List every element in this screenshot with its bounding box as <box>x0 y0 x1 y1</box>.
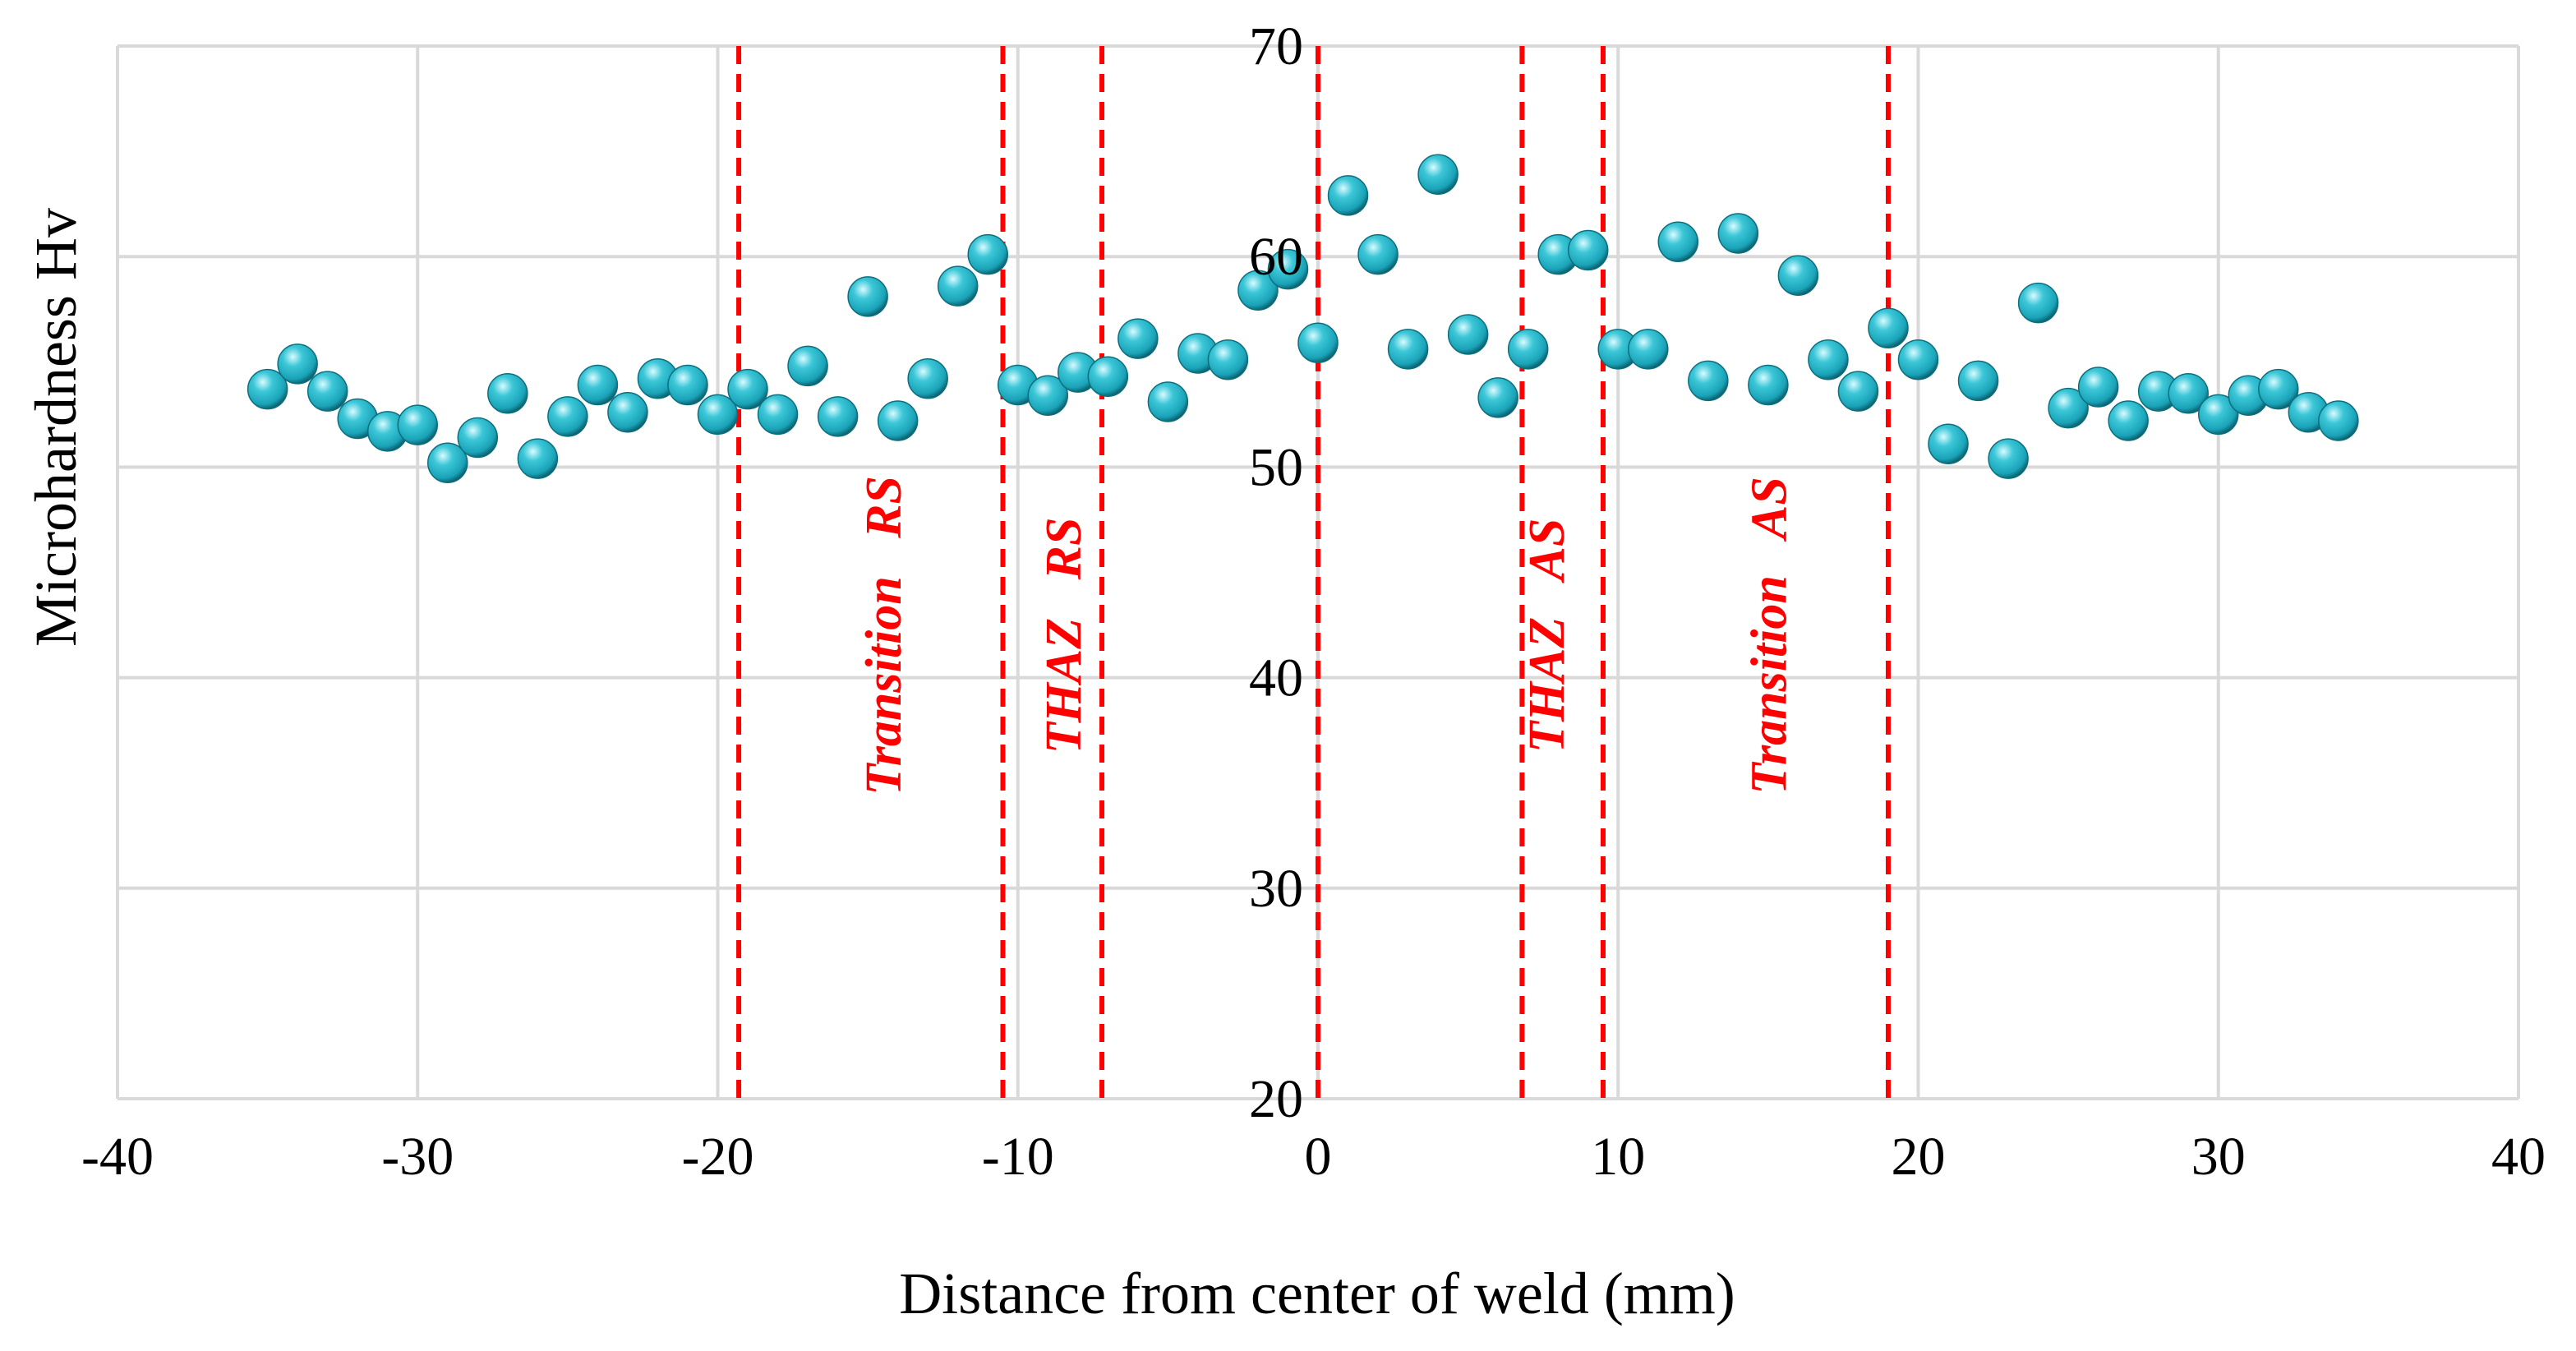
data-point <box>1507 329 1549 370</box>
data-point <box>1117 318 1159 359</box>
data-point <box>247 368 288 410</box>
data-point <box>727 368 768 410</box>
zone-labels: Transition RS THAZ RS THAZ AS Transition AS <box>856 476 1797 795</box>
data-point <box>1777 255 1819 297</box>
y-tick-label: 30 <box>1249 859 1303 919</box>
data-point <box>397 404 438 445</box>
data-point <box>427 442 468 484</box>
data-point <box>817 396 859 437</box>
y-tick-label: 50 <box>1249 437 1303 497</box>
data-point <box>1417 154 1459 196</box>
data-point <box>2017 282 2059 324</box>
data-point <box>877 400 919 441</box>
x-tick-label: -40 <box>81 1127 154 1187</box>
x-tick-labels: -40 -30 -20 -10 0 10 20 30 40 <box>81 1127 2546 1187</box>
data-point <box>2168 372 2209 414</box>
y-axis-title: Microhardness Hv <box>23 208 89 647</box>
data-points <box>247 154 2359 484</box>
x-tick-label: 10 <box>1591 1127 1645 1187</box>
data-point <box>1267 248 1309 290</box>
data-point <box>487 372 528 414</box>
x-tick-label: -10 <box>982 1127 1054 1187</box>
data-point <box>847 276 888 317</box>
data-point <box>907 358 948 399</box>
data-point <box>1297 322 1339 363</box>
y-tick-label: 70 <box>1249 16 1303 76</box>
data-point <box>1928 423 1969 464</box>
data-point <box>937 265 979 307</box>
x-tick-label: 0 <box>1305 1127 1332 1187</box>
data-point <box>1147 381 1189 422</box>
zone-label: THAZ AS <box>1519 519 1575 753</box>
data-point <box>577 364 619 406</box>
data-point <box>2258 368 2299 410</box>
x-axis-title: Distance from center of weld (mm) <box>899 1261 1735 1326</box>
data-point <box>1988 438 2029 479</box>
data-point <box>1567 229 1609 271</box>
data-point <box>1087 356 1129 397</box>
data-point <box>1868 307 1909 349</box>
data-point <box>1717 213 1759 254</box>
data-point <box>2077 367 2119 408</box>
data-point <box>1357 233 1399 275</box>
data-point <box>1748 364 1789 406</box>
data-point <box>1837 371 1879 412</box>
data-point <box>1027 375 1069 417</box>
y-tick-label: 40 <box>1249 648 1303 708</box>
data-point <box>667 364 708 406</box>
data-point <box>1628 329 1669 370</box>
data-point <box>2108 400 2149 441</box>
zone-label: THAZ RS <box>1036 518 1092 754</box>
data-point <box>517 438 559 479</box>
data-point <box>1237 270 1279 311</box>
x-tick-label: -30 <box>381 1127 454 1187</box>
data-point <box>697 394 739 436</box>
data-point <box>1657 221 1699 263</box>
y-tick-label: 60 <box>1249 227 1303 287</box>
data-point <box>277 344 318 385</box>
data-point <box>1387 329 1429 370</box>
data-point <box>787 345 828 387</box>
x-tick-label: 20 <box>1892 1127 1946 1187</box>
x-tick-label: 40 <box>2491 1127 2546 1187</box>
data-point <box>607 392 648 433</box>
data-point <box>1327 175 1369 216</box>
data-point <box>757 394 799 436</box>
data-point <box>1897 339 1939 380</box>
data-point <box>1688 360 1729 402</box>
y-tick-label: 20 <box>1249 1069 1303 1129</box>
y-tick-labels: 20 30 40 50 60 70 <box>1249 16 1303 1129</box>
data-point <box>457 417 499 459</box>
zone-boundaries <box>736 46 1891 1099</box>
data-point <box>2318 400 2359 441</box>
data-point <box>306 371 348 412</box>
x-tick-label: -20 <box>682 1127 754 1187</box>
zone-label: Transition RS <box>856 476 912 795</box>
data-point <box>2198 394 2239 436</box>
data-point <box>1957 360 1999 402</box>
data-point <box>2048 387 2089 429</box>
data-point <box>547 396 588 437</box>
zone-label: Transition AS <box>1741 477 1797 795</box>
data-point <box>967 233 1008 275</box>
data-point <box>1477 377 1518 418</box>
data-point <box>1447 314 1489 355</box>
x-tick-label: 30 <box>2191 1127 2246 1187</box>
data-point <box>1207 339 1249 380</box>
data-point <box>1808 339 1849 380</box>
